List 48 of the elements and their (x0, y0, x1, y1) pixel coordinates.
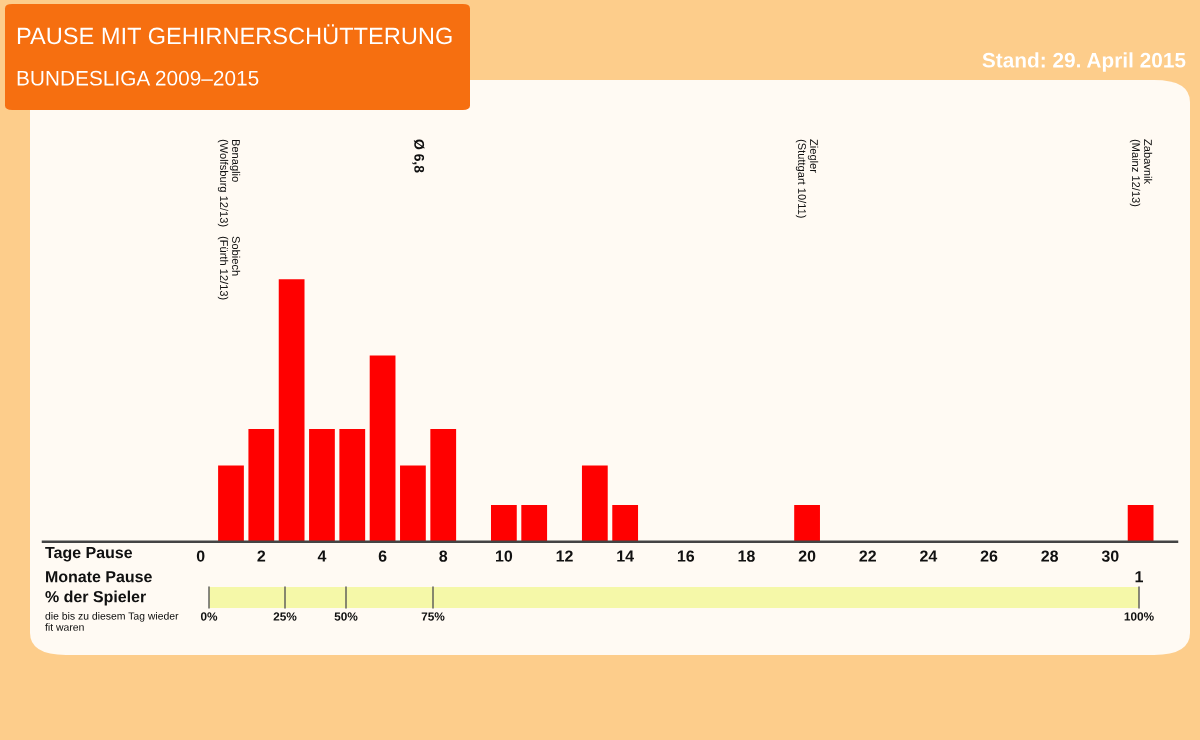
bar (612, 504, 639, 542)
text: 100% (1124, 612, 1154, 621)
text: Benaglio (Wolfsburg 12/13) (217, 139, 241, 227)
bar (278, 279, 305, 542)
x-tick-label: 30 (1101, 550, 1119, 562)
x-tick-label: 24 (920, 550, 938, 562)
x-tick-label: 18 (738, 550, 755, 562)
bar (369, 355, 396, 542)
text: Zabavnik (Mainz 12/13) (1129, 139, 1153, 207)
x-tick-label: 26 (980, 550, 998, 562)
x-tick-label: 16 (677, 550, 695, 562)
text: Ø 6,8 (412, 139, 425, 173)
annotation: Sobiech (Fürth 12/13) (217, 236, 241, 300)
bar (490, 504, 517, 542)
bar (248, 428, 275, 542)
x-tick-label: 10 (496, 550, 513, 562)
text: 25% (273, 612, 297, 621)
text: % der Spieler (45, 590, 146, 606)
text: 75% (421, 612, 445, 621)
x-tick-label: 14 (617, 550, 634, 562)
x-tick-label: 4 (317, 550, 327, 562)
x-tick-label: 22 (859, 550, 876, 562)
x-tick-label: 20 (798, 550, 816, 562)
x-tick-label: 12 (556, 550, 573, 562)
text: Monate Pause (46, 571, 152, 583)
bar (309, 428, 335, 542)
x-tick-label: 2 (257, 550, 266, 562)
chart-title: PAUSE MIT GEHIRNERSCHÜTTERUNG (17, 24, 452, 45)
x-tick-label: 8 (439, 550, 448, 562)
bar (1127, 504, 1154, 542)
text: 0% (200, 612, 218, 621)
text: Stand: 29. April 2015 (982, 52, 1186, 72)
bar (794, 504, 820, 542)
x-axis-title: Tage Pause (45, 547, 133, 562)
text: die bis zu diesem Tag wieder fit waren (45, 612, 179, 631)
text: 50% (334, 612, 358, 621)
bar (521, 504, 548, 542)
bar (218, 465, 244, 542)
bar (430, 428, 457, 542)
bar (400, 465, 426, 542)
text: 1 (1135, 571, 1143, 583)
text: Ziegler (Stuttgart 10/11) (795, 139, 819, 218)
x-tick-label: 28 (1041, 550, 1059, 562)
x-tick-label: 6 (378, 550, 387, 562)
bar (339, 428, 366, 542)
bar (581, 465, 608, 542)
x-tick-label: 0 (196, 550, 205, 562)
chart-subtitle: BUNDESLIGA 2009–2015 (17, 70, 259, 86)
